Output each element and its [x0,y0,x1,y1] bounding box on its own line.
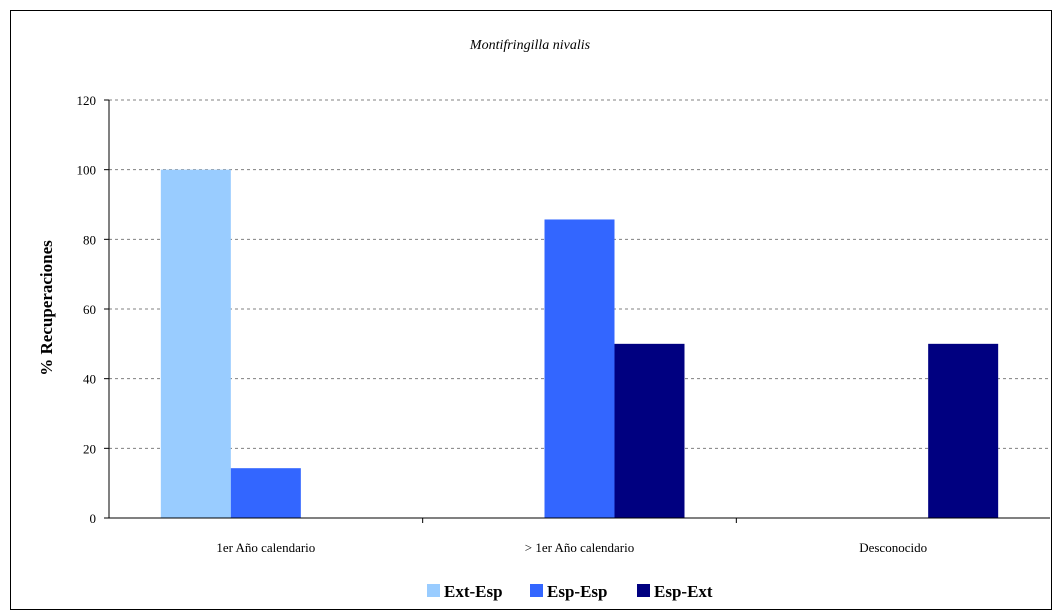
y-axis-label: % Recuperaciones [37,240,56,376]
bars [160,169,999,518]
y-tick-label: 60 [83,302,96,317]
bar-esp-ext [614,343,685,518]
y-tick-label: 120 [77,93,97,108]
y-tick-label: 40 [83,372,96,387]
x-category-label: > 1er Año calendario [525,540,634,555]
y-tick-label: 20 [83,441,96,456]
bar-esp-esp [544,219,615,518]
y-tick-label: 80 [83,232,96,247]
legend-swatch-esp-ext [637,584,650,597]
x-category-label: 1er Año calendario [216,540,315,555]
y-tick-label: 0 [90,511,97,526]
legend: Ext-Esp Esp-Esp Esp-Ext [427,582,713,601]
x-category-label: Desconocido [859,540,927,555]
legend-swatch-esp-esp [530,584,543,597]
bar-ext-esp [160,169,231,518]
legend-label: Ext-Esp [444,582,503,601]
legend-label: Esp-Esp [547,582,607,601]
axes: 0 20 40 60 80 100 120 1er Año calendario > 1er A… [77,93,1050,555]
legend-label: Esp-Ext [654,582,713,601]
chart-title: Montifringilla nivalis [469,38,591,53]
bar-esp-ext [928,343,999,518]
bar-esp-esp [230,468,301,518]
legend-swatch-ext-esp [427,584,440,597]
y-tick-label: 100 [77,163,97,178]
